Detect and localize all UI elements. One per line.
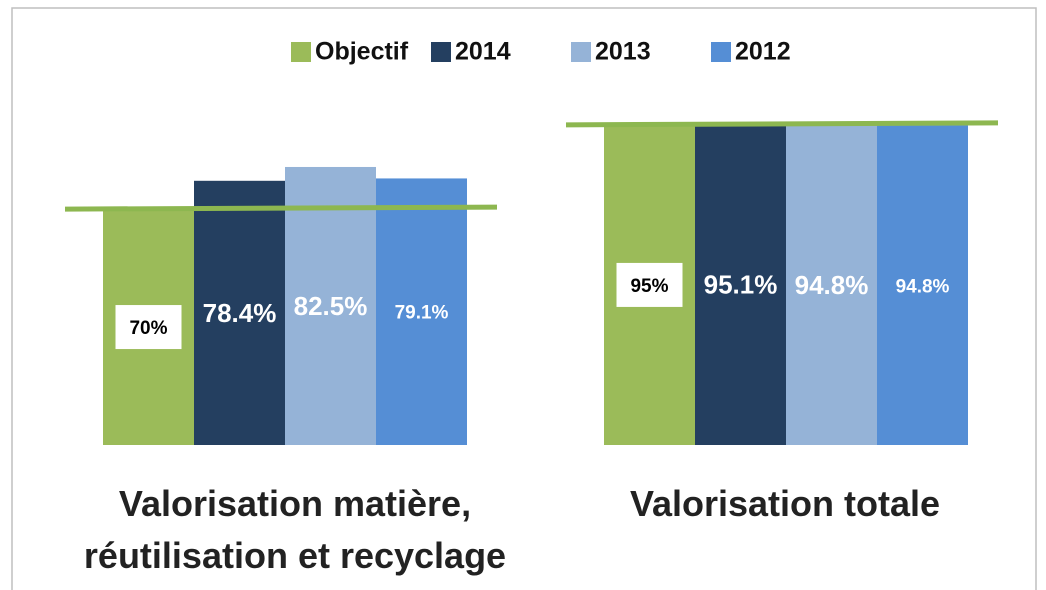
bar [695, 124, 786, 445]
category-label: Valorisation matière, réutilisation et r… [83, 483, 507, 576]
category-label: Valorisation totale [629, 483, 941, 524]
bar [877, 125, 968, 446]
label-box [616, 262, 683, 307]
frame [11, 7, 1037, 590]
bar [376, 178, 467, 446]
legend-label: 2013 [595, 38, 651, 66]
value-label: 78.4% [203, 298, 277, 328]
value-label: 95% [630, 276, 668, 297]
bar [285, 166, 376, 445]
value-label: 70% [129, 318, 167, 339]
value-label: 94.8% [795, 270, 869, 300]
value-label: 82.5% [294, 291, 368, 321]
legend-swatch [711, 42, 731, 62]
value-label: 79.1% [395, 303, 449, 324]
objective-line [565, 120, 999, 128]
legend-label: Objectif [315, 38, 409, 66]
label-box [115, 305, 182, 350]
legend-swatch [571, 42, 591, 62]
value-label: 94.8% [896, 276, 950, 297]
legend-swatch [291, 42, 311, 62]
value-label: 95.1% [704, 270, 778, 300]
legend-label: 2012 [735, 38, 791, 66]
legend-label: 2014 [455, 38, 511, 66]
bar [194, 180, 285, 446]
objective-line [64, 204, 498, 212]
legend-swatch [431, 42, 451, 62]
bar [786, 125, 877, 446]
